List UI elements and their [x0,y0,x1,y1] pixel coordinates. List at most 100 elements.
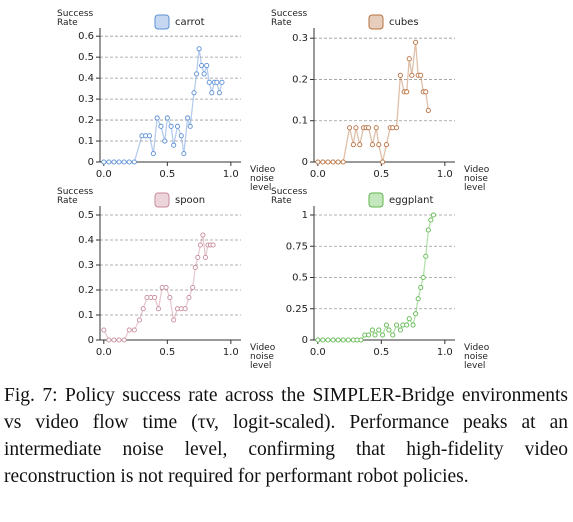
point [376,142,382,148]
y-tick-label: 1 [302,210,308,221]
figure: 0 0.1 0.2 0.3 0.4 0.5 0.6 0.0 0.5 1.0 carrot 0 0.1 0.… [78,14,455,358]
x-tick-label: 0.5 [373,347,389,358]
point [196,46,202,52]
point [214,79,220,85]
point [409,72,415,78]
x-tick-label: 0.0 [310,347,326,358]
point [162,138,168,144]
y-axis-label: Success Rate [271,187,308,206]
point [390,332,396,338]
point [383,142,389,148]
point [171,317,177,323]
point [131,327,137,333]
point [216,90,222,96]
y-tick-label: 0.5 [292,273,308,284]
y-tick-label: 0.3 [78,260,94,271]
point [404,322,410,328]
point [320,337,326,343]
point [116,159,122,165]
y-tick-label: 0 [302,157,308,168]
point [335,159,341,165]
point [164,115,170,121]
point [357,142,363,148]
point [158,123,164,129]
point [136,317,142,323]
y-tick-label: 0.5 [78,210,94,221]
point [394,125,400,131]
point [111,159,117,165]
point [413,39,419,45]
point [397,72,403,78]
caption: Fig. 7: Policy success rate across the S… [4,385,568,487]
point [335,337,341,343]
point [325,337,331,343]
point [397,327,403,333]
point [372,332,378,338]
y-axis-label: Success Rate [57,187,94,206]
point [121,337,127,343]
point [415,296,421,302]
point [369,142,375,148]
point [201,71,207,77]
x-axis-label: Video noise level [464,343,490,371]
y-tick-label: 0.3 [78,94,94,105]
point [200,232,206,238]
x-tick-label: 1.0 [437,169,453,180]
y-tick-label: 0.1 [292,116,308,127]
point [101,159,107,165]
point [383,322,389,328]
point [428,217,434,223]
y-axis-label: Success Rate [57,9,94,28]
point [410,322,416,328]
point [380,332,386,338]
point [154,115,160,121]
point [195,254,201,261]
point [325,159,331,165]
series-line [103,234,214,341]
point [182,306,188,312]
x-axis-label: Video noise level [464,165,490,193]
point [150,151,156,157]
y-tick-label: 0.75 [286,241,308,252]
point [404,89,410,95]
y-tick-label: 0.2 [292,74,308,85]
x-tick-label: 1.0 [223,169,239,180]
x-tick-label: 0.0 [96,169,112,180]
legend-swatch [368,192,384,208]
point [101,327,107,333]
point [347,125,353,131]
point [174,123,181,129]
point [192,264,198,271]
point [209,90,215,96]
series-line [317,42,429,163]
point [320,159,326,165]
point [126,159,132,165]
y-tick-label: 0.1 [78,136,94,147]
y-tick-label: 0.2 [78,115,94,126]
point [420,274,426,281]
y-tick-label: 0.5 [78,52,94,63]
point [171,142,177,148]
point [191,90,197,96]
point [413,311,419,317]
x-tick-label: 1.0 [437,347,453,358]
y-tick-label: 0 [302,335,308,346]
point [121,159,127,165]
x-tick-label: 0.5 [159,347,175,358]
point [186,294,192,301]
point [330,337,336,343]
point [126,327,132,333]
point [418,72,424,78]
point [187,123,193,129]
point [185,115,191,121]
y-tick-label: 0 [88,157,94,168]
point [106,337,112,343]
y-tick-label: 0.3 [292,33,308,44]
point [178,133,184,139]
point [181,151,187,157]
point [366,125,372,131]
point [204,62,210,69]
point [423,253,429,259]
y-tick-label: 0 [88,335,94,346]
